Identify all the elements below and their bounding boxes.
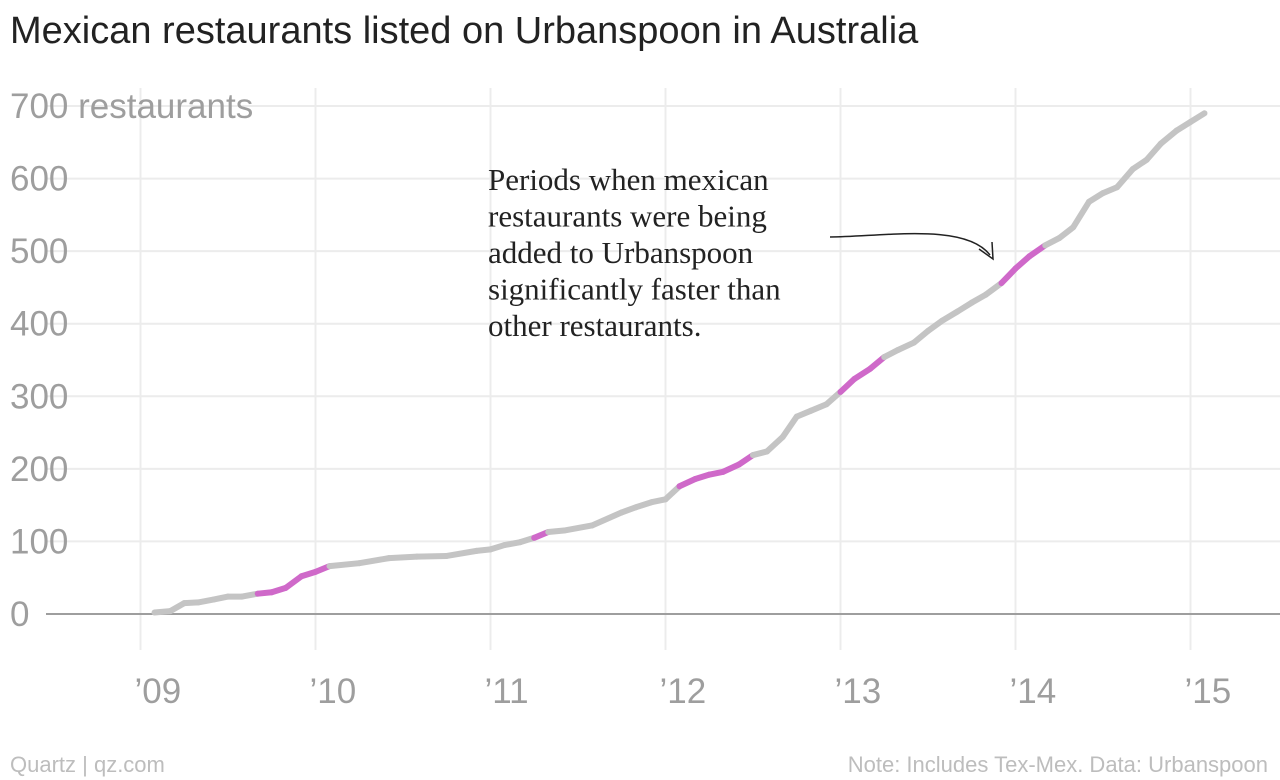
x-axis-ticks: ’09 ’10 ’11 ’12 ’13 ’14 ’15 (135, 672, 1232, 711)
line-segment (414, 552, 450, 560)
x-tick-label: ’10 (310, 672, 357, 711)
annotation-line: other restaurants. (488, 308, 701, 343)
line-segment-highlight (837, 375, 858, 395)
y-tick-label: 400 (10, 305, 68, 344)
line-segment (1187, 110, 1208, 125)
line-segment (561, 522, 595, 534)
x-tick-label: ’13 (835, 672, 882, 711)
line-segment (443, 547, 480, 559)
annotation-arrowhead (978, 241, 994, 261)
x-tick-label: ’12 (660, 672, 707, 711)
x-tick-label: ’14 (1010, 672, 1057, 711)
chart-title: Mexican restaurants listed on Urbanspoon… (10, 10, 919, 52)
line-segment (823, 388, 844, 408)
footer-source: Quartz | qz.com (10, 752, 165, 777)
line-segment-highlight (1026, 242, 1049, 260)
annotation-line: Periods when mexican (488, 162, 769, 197)
line-segment (356, 555, 392, 567)
y-tick-label: 700 restaurants (10, 87, 253, 126)
annotation-line: restaurants were being (488, 199, 767, 234)
gridlines (46, 88, 1280, 650)
line-segment (1157, 127, 1180, 147)
line-segment (779, 413, 800, 440)
y-tick-label: 100 (10, 522, 68, 561)
line-segment-highlight (867, 354, 888, 372)
x-tick-label: ’15 (1185, 672, 1232, 711)
line-segment-highlight (1012, 253, 1033, 272)
x-tick-label: ’09 (135, 672, 182, 711)
y-tick-label: 300 (10, 377, 68, 416)
line-segment (1114, 166, 1136, 191)
line-segment (982, 280, 1005, 298)
line-segment (1143, 140, 1164, 163)
y-tick-label: 600 (10, 160, 68, 199)
y-tick-label: 500 (10, 232, 68, 271)
line-segment-highlight (282, 573, 305, 591)
annotation-line: added to Urbanspoon (488, 235, 754, 270)
annotation-line: significantly faster than (488, 272, 781, 307)
footer-note: Note: Includes Tex-Mex. Data: Urbanspoon (847, 752, 1268, 777)
y-axis-ticks: 0 100 200 300 400 500 600 700 restaurants (10, 87, 253, 634)
line-segment (1070, 198, 1092, 231)
annotation: Periods when mexican restaurants were bei… (488, 162, 994, 343)
y-tick-label: 200 (10, 450, 68, 489)
series-line (151, 110, 1208, 616)
line-segment-highlight (998, 265, 1019, 287)
x-tick-label: ’11 (485, 672, 529, 711)
line-segment (662, 483, 683, 503)
line-segment-highlight (851, 365, 874, 382)
line-segment (589, 509, 625, 529)
annotation-text: Periods when mexican restaurants were bei… (488, 162, 781, 343)
line-segment (386, 553, 420, 562)
y-tick-label: 0 (10, 595, 29, 634)
line-segment (911, 327, 931, 346)
line-segment (326, 560, 363, 570)
line-segment (939, 308, 961, 324)
annotation-arrow (829, 232, 991, 256)
line-segment (764, 433, 786, 455)
